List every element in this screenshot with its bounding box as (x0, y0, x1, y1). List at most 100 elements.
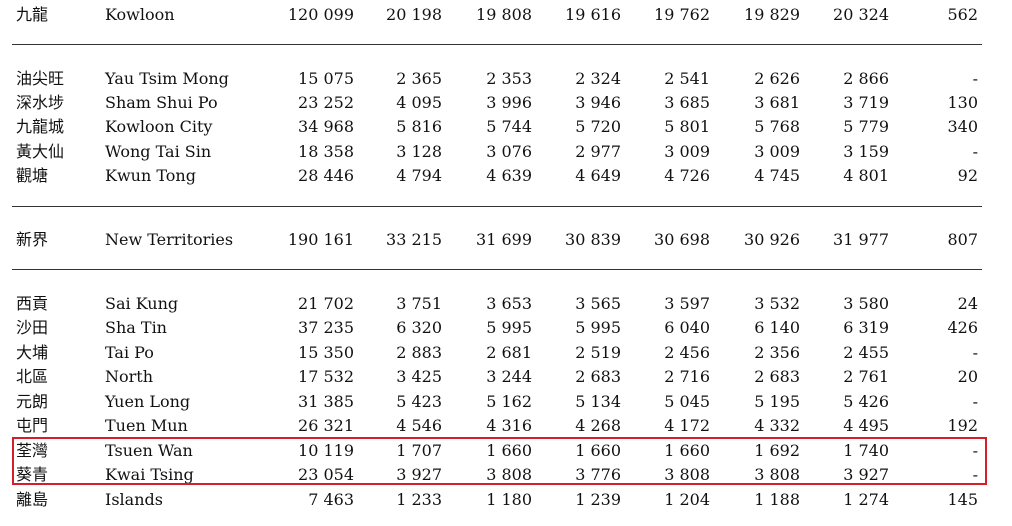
value-cell: 5 744 (486, 117, 532, 136)
value-cell: 145 (947, 490, 978, 509)
value-cell: 4 794 (396, 166, 442, 185)
table-row: 元朗 Yuen Long 31 385 5 423 5 162 5 134 5 … (0, 390, 1012, 414)
value-cell: 37 235 (298, 318, 354, 337)
value-cell: 5 816 (396, 117, 442, 136)
value-cell: 3 009 (664, 142, 710, 161)
district-english-name: Kwai Tsing (105, 465, 194, 484)
value-cell: - (972, 441, 978, 460)
value-cell: 33 215 (386, 230, 442, 249)
district-chinese-name: 沙田 (16, 318, 49, 337)
value-cell: 10 119 (298, 441, 354, 460)
district-chinese-name: 西貢 (16, 294, 49, 313)
value-cell: 3 244 (486, 367, 532, 386)
value-cell: 3 653 (486, 294, 532, 313)
value-cell: 5 779 (843, 117, 889, 136)
value-cell: 3 532 (754, 294, 800, 313)
value-cell: 3 808 (486, 465, 532, 484)
table-row: 觀塘 Kwun Tong 28 446 4 794 4 639 4 649 4 … (0, 164, 1012, 188)
value-cell: 3 719 (843, 93, 889, 112)
district-chinese-name: 離島 (16, 490, 49, 509)
table-row: 屯門 Tuen Mun 26 321 4 546 4 316 4 268 4 1… (0, 414, 1012, 438)
value-cell: 3 681 (754, 93, 800, 112)
value-cell: 31 385 (298, 392, 354, 411)
table-row: 西貢 Sai Kung 21 702 3 751 3 653 3 565 3 5… (0, 292, 1012, 316)
value-cell: 23 054 (298, 465, 354, 484)
value-cell: 5 195 (754, 392, 800, 411)
value-cell: 562 (947, 5, 978, 24)
table-row: 大埔 Tai Po 15 350 2 883 2 681 2 519 2 456… (0, 341, 1012, 365)
value-cell: 1 233 (396, 490, 442, 509)
value-cell: 3 927 (843, 465, 889, 484)
value-cell: 92 (957, 166, 978, 185)
value-cell: 120 099 (287, 5, 354, 24)
value-cell: 2 626 (754, 69, 800, 88)
value-cell: 340 (947, 117, 978, 136)
value-cell: 4 172 (664, 416, 710, 435)
value-cell: 3 751 (396, 294, 442, 313)
table-row: 九龍城 Kowloon City 34 968 5 816 5 744 5 72… (0, 115, 1012, 139)
value-cell: 5 423 (396, 392, 442, 411)
district-chinese-name: 觀塘 (16, 166, 49, 185)
value-cell: 15 350 (298, 343, 354, 362)
table-row: 沙田 Sha Tin 37 235 6 320 5 995 5 995 6 04… (0, 316, 1012, 340)
district-chinese-name: 屯門 (16, 416, 49, 435)
value-cell: 19 808 (476, 5, 532, 24)
value-cell: 5 720 (575, 117, 621, 136)
district-english-name: Tuen Mun (105, 416, 188, 435)
value-cell: 19 616 (565, 5, 621, 24)
value-cell: 23 252 (298, 93, 354, 112)
value-cell: 2 866 (843, 69, 889, 88)
value-cell: 2 716 (664, 367, 710, 386)
value-cell: 1 660 (486, 441, 532, 460)
value-cell: 6 140 (754, 318, 800, 337)
district-english-name: North (105, 367, 154, 386)
value-cell: 2 456 (664, 343, 710, 362)
value-cell: - (972, 465, 978, 484)
district-english-name: Yau Tsim Mong (105, 69, 229, 88)
section-divider (12, 206, 982, 207)
value-cell: 4 495 (843, 416, 889, 435)
value-cell: 3 565 (575, 294, 621, 313)
value-cell: 3 580 (843, 294, 889, 313)
value-cell: 3 808 (664, 465, 710, 484)
value-cell: 31 699 (476, 230, 532, 249)
value-cell: 5 162 (486, 392, 532, 411)
value-cell: 130 (947, 93, 978, 112)
value-cell: 19 762 (654, 5, 710, 24)
value-cell: 2 977 (575, 142, 621, 161)
value-cell: 2 356 (754, 343, 800, 362)
value-cell: 1 180 (486, 490, 532, 509)
value-cell: 192 (947, 416, 978, 435)
district-english-name: Sai Kung (105, 294, 179, 313)
value-cell: 1 740 (843, 441, 889, 460)
table-row: 黃大仙 Wong Tai Sin 18 358 3 128 3 076 2 97… (0, 140, 1012, 164)
value-cell: 2 324 (575, 69, 621, 88)
value-cell: 2 683 (575, 367, 621, 386)
table-row-highlighted: 荃灣 Tsuen Wan 10 119 1 707 1 660 1 660 1 … (0, 439, 1012, 463)
value-cell: 3 597 (664, 294, 710, 313)
value-cell: 4 268 (575, 416, 621, 435)
district-chinese-name: 新界 (16, 230, 49, 249)
value-cell: 2 681 (486, 343, 532, 362)
value-cell: 4 649 (575, 166, 621, 185)
value-cell: 1 692 (754, 441, 800, 460)
value-cell: 6 319 (843, 318, 889, 337)
value-cell: 1 204 (664, 490, 710, 509)
district-chinese-name: 葵青 (16, 465, 49, 484)
value-cell: - (972, 343, 978, 362)
value-cell: - (972, 69, 978, 88)
value-cell: 3 996 (486, 93, 532, 112)
value-cell: 1 188 (754, 490, 800, 509)
value-cell: - (972, 142, 978, 161)
value-cell: 2 519 (575, 343, 621, 362)
value-cell: 26 321 (298, 416, 354, 435)
table-row: 油尖旺 Yau Tsim Mong 15 075 2 365 2 353 2 3… (0, 67, 1012, 91)
district-chinese-name: 北區 (16, 367, 49, 386)
value-cell: 20 198 (386, 5, 442, 24)
district-english-name: Kowloon City (105, 117, 213, 136)
value-cell: 1 239 (575, 490, 621, 509)
value-cell: 807 (947, 230, 978, 249)
district-chinese-name: 大埔 (16, 343, 49, 362)
value-cell: 30 839 (565, 230, 621, 249)
